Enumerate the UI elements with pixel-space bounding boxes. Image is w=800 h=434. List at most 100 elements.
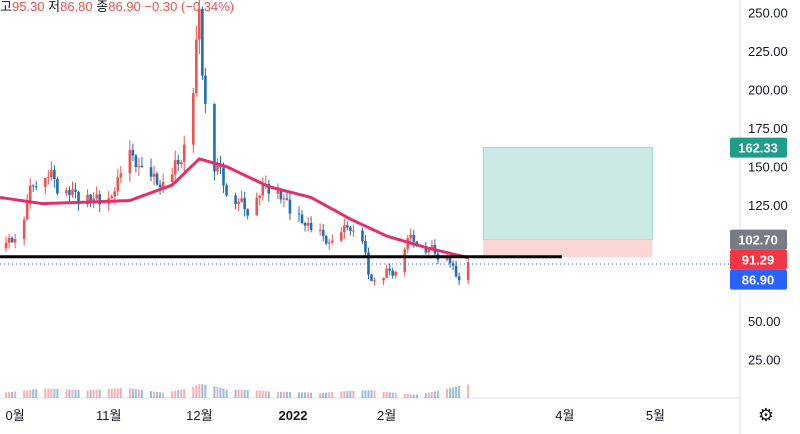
candle-body <box>4 242 8 249</box>
candle-body <box>385 268 388 278</box>
price-tag-label: 102.70 <box>738 233 778 248</box>
candle-body <box>285 198 289 200</box>
price-tag-bg <box>730 229 787 250</box>
candle-body <box>53 170 56 179</box>
candle-body <box>318 229 322 231</box>
candle-body <box>170 174 174 183</box>
candle-body <box>116 177 120 192</box>
candle-body <box>152 173 156 177</box>
volume-bar <box>325 392 328 398</box>
volume-bar <box>267 391 270 398</box>
y-tick-label: 250.00 <box>748 5 788 20</box>
candle-body <box>394 271 397 276</box>
candle-body <box>267 183 271 194</box>
volume-bar <box>310 392 313 398</box>
volume-bar <box>107 388 110 398</box>
volume-bar <box>255 390 258 398</box>
volume-bar <box>467 384 470 398</box>
price-tag-label: 162.33 <box>738 141 778 156</box>
candle-body <box>50 170 53 178</box>
candle-body <box>364 241 367 253</box>
price-tag-stop: 91.29 <box>730 249 787 270</box>
volume-bar <box>301 392 304 398</box>
volume-bar <box>29 389 32 398</box>
change-value: −0.30 (−0.34%) <box>144 0 235 14</box>
volume-bar <box>180 389 183 398</box>
y-tick-label: 200.00 <box>748 82 788 97</box>
volume-bar <box>436 390 439 398</box>
volume-bar <box>174 390 177 398</box>
candle-body <box>213 103 216 172</box>
price-tag-bg <box>730 137 787 158</box>
volume-bar <box>156 391 159 398</box>
volume-bar <box>388 392 391 398</box>
volume-bar <box>446 388 449 398</box>
volume-bar <box>298 392 301 398</box>
volume-bar <box>276 391 279 398</box>
volume-bar <box>367 390 370 398</box>
close-value: 86.90 <box>108 0 141 14</box>
volume-bar <box>225 389 228 398</box>
candle-body <box>65 190 68 194</box>
volume-bar <box>204 384 207 398</box>
volume-bar <box>331 392 334 398</box>
price-tag-bg <box>730 249 787 270</box>
x-tick-label: 2022 <box>279 408 308 423</box>
volume-bar <box>452 387 455 398</box>
candle-body <box>216 165 219 172</box>
volume-bar <box>243 389 246 398</box>
volume-bar <box>171 391 174 398</box>
candle-body <box>306 222 310 226</box>
candle-body <box>276 190 280 194</box>
volume-bar <box>343 391 346 398</box>
candle-body <box>92 198 95 202</box>
volume-bar <box>92 389 95 398</box>
volume-bar <box>26 390 29 398</box>
volume-bar <box>240 389 243 398</box>
y-tick-label: 50.00 <box>748 314 781 329</box>
volume-bar <box>134 389 137 398</box>
volume-bar <box>319 393 322 398</box>
volume-bar <box>285 391 288 398</box>
close-label: 종 <box>96 0 109 14</box>
candle-body <box>44 177 47 187</box>
candle-body <box>234 195 237 204</box>
volume-bar <box>77 389 80 398</box>
candle-body <box>324 236 328 244</box>
y-tick-label: 25.00 <box>748 352 781 367</box>
candle-body <box>47 177 50 179</box>
volume-bar <box>47 388 50 398</box>
volume-bar <box>116 388 119 398</box>
candle-body <box>77 191 80 205</box>
volume-bar <box>234 389 237 398</box>
candle-body <box>303 222 307 226</box>
volume-bar <box>406 394 409 398</box>
candle-body <box>288 199 292 214</box>
candle-body <box>222 167 225 186</box>
candle-body <box>198 8 201 40</box>
candle-body <box>454 265 458 277</box>
candle-body <box>131 149 135 156</box>
volume-bar <box>140 389 143 398</box>
candle-body <box>361 230 364 242</box>
volume-bar <box>14 391 17 398</box>
candle-body <box>349 227 352 231</box>
volume-bar <box>364 390 367 398</box>
volume-bar <box>195 385 198 398</box>
candle-body <box>424 246 428 253</box>
volume-bar <box>346 391 349 398</box>
gear-icon[interactable]: ⚙ <box>757 405 774 425</box>
volume-bar <box>5 392 8 398</box>
open-label: 고 <box>0 0 12 14</box>
volume-bar <box>113 388 116 398</box>
price-tag-target: 162.33 <box>730 137 787 158</box>
candle-body <box>161 182 165 188</box>
volume-bar <box>11 391 14 398</box>
volume-bar <box>50 388 53 398</box>
candle-body <box>110 196 114 199</box>
candle-body <box>403 249 407 272</box>
volume-bar <box>53 388 56 398</box>
candle-body <box>182 144 186 163</box>
low-value: 86.80 <box>60 0 93 14</box>
